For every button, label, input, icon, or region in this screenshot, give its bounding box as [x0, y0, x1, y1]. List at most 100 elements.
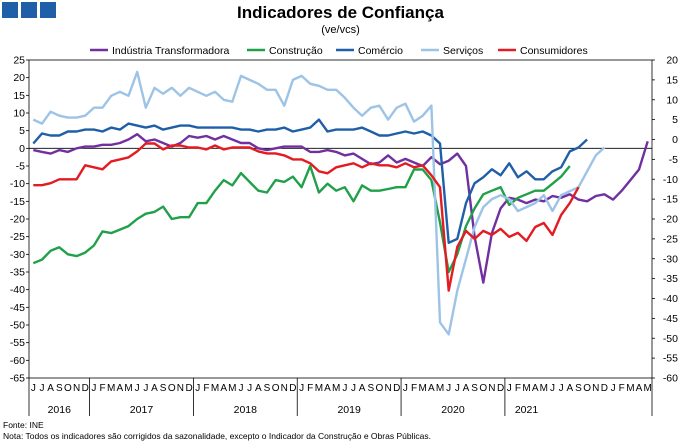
y-left-tick-label: -25 — [10, 231, 25, 243]
y-left-tick-label: -15 — [10, 196, 25, 208]
series-line — [32, 164, 571, 274]
x-year-label: 2019 — [337, 404, 361, 416]
x-month-label: J — [507, 383, 512, 394]
y-right-tick-label: -40 — [663, 293, 678, 305]
x-month-label: F — [99, 383, 105, 394]
y-left-tick-label: 15 — [13, 90, 25, 102]
x-month-label: J — [39, 383, 44, 394]
x-month-label: A — [463, 383, 470, 394]
chart-title: Indicadores de Confiança — [237, 3, 444, 22]
x-month-label: O — [168, 383, 176, 394]
x-month-label: J — [342, 383, 347, 394]
x-month-label: D — [185, 383, 192, 394]
x-month-label: A — [324, 383, 331, 394]
x-month-label: M — [107, 383, 115, 394]
y-left-tick-label: -30 — [10, 249, 25, 261]
x-month-label: J — [455, 383, 460, 394]
y-right-tick-label: 5 — [672, 114, 678, 126]
x-month-label: A — [151, 383, 158, 394]
y-right-tick-label: -25 — [663, 233, 678, 245]
y-left-tick-label: -10 — [10, 178, 25, 190]
y-left-tick-label: 10 — [13, 108, 25, 120]
x-month-label: J — [135, 383, 140, 394]
x-year-label: 2021 — [515, 404, 539, 416]
ine-logo — [2, 2, 56, 18]
chart-subtitle: (ve/vcs) — [321, 24, 360, 36]
x-month-label: F — [307, 383, 313, 394]
x-month-label: M — [211, 383, 219, 394]
y-right-tick-label: -20 — [663, 214, 678, 226]
x-month-label: M — [436, 383, 444, 394]
y-right-tick-label: -30 — [663, 253, 678, 265]
y-right-tick-label: -55 — [663, 353, 678, 365]
x-month-label: F — [203, 383, 209, 394]
x-month-label: N — [384, 383, 391, 394]
x-month-label: M — [228, 383, 236, 394]
x-month-label: J — [403, 383, 408, 394]
x-month-label: A — [359, 383, 366, 394]
series-line — [33, 132, 649, 284]
footnote: Nota: Todos os indicadores são corrigido… — [3, 431, 431, 441]
y-left-tick-label: 25 — [13, 55, 25, 67]
x-year-label: 2017 — [130, 404, 154, 416]
x-month-label: J — [143, 383, 148, 394]
series-line — [32, 70, 606, 336]
x-month-label: M — [315, 383, 323, 394]
source-note: Fonte: INE — [3, 420, 44, 430]
y-left-tick-label: -35 — [10, 267, 25, 279]
x-month-label: J — [91, 383, 96, 394]
legend-label: Comércio — [358, 45, 403, 57]
y-right-tick-label: -60 — [663, 373, 678, 385]
x-month-label: J — [195, 383, 200, 394]
x-month-label: M — [332, 383, 340, 394]
x-month-label: M — [644, 383, 652, 394]
x-month-label: A — [220, 383, 227, 394]
x-month-label: A — [47, 383, 54, 394]
x-month-label: D — [601, 383, 608, 394]
x-year-label: 2016 — [48, 404, 72, 416]
x-month-label: N — [177, 383, 184, 394]
y-left-tick-label: 0 — [19, 143, 25, 155]
x-month-label: J — [611, 383, 616, 394]
logo-square — [21, 2, 37, 18]
x-month-label: N — [592, 383, 599, 394]
y-right-tick-label: -15 — [663, 194, 678, 206]
y-right-tick-label: 20 — [666, 55, 678, 67]
series-line — [33, 142, 580, 292]
x-month-label: D — [82, 383, 89, 394]
y-left-tick-label: -50 — [10, 320, 25, 332]
x-month-label: O — [64, 383, 72, 394]
confidence-indicators-chart: 2520151050-5-10-15-20-25-30-35-40-45-50-… — [10, 45, 678, 416]
x-month-label: J — [31, 383, 36, 394]
legend-label: Consumidores — [520, 45, 588, 57]
x-month-label: S — [575, 383, 582, 394]
y-left-tick-label: 5 — [19, 125, 25, 137]
x-month-label: S — [160, 383, 167, 394]
x-month-label: A — [566, 383, 573, 394]
x-month-label: O — [479, 383, 487, 394]
x-month-label: S — [56, 383, 63, 394]
logo-square — [2, 2, 18, 18]
x-year-label: 2018 — [234, 404, 258, 416]
legend-label: Serviços — [443, 45, 483, 57]
x-month-label: M — [419, 383, 427, 394]
x-month-label: S — [264, 383, 271, 394]
y-right-tick-label: -50 — [663, 333, 678, 345]
x-month-label: J — [550, 383, 555, 394]
x-month-label: F — [411, 383, 417, 394]
x-month-label: A — [428, 383, 435, 394]
x-month-label: F — [515, 383, 521, 394]
x-month-label: M — [124, 383, 132, 394]
x-month-label: A — [255, 383, 262, 394]
x-month-label: J — [238, 383, 243, 394]
x-month-label: O — [583, 383, 591, 394]
x-month-label: J — [351, 383, 356, 394]
x-month-label: D — [497, 383, 504, 394]
y-left-tick-label: -40 — [10, 284, 25, 296]
x-month-label: N — [73, 383, 80, 394]
legend-label: Indústria Transformadora — [112, 45, 229, 57]
logo-square — [40, 2, 56, 18]
x-month-label: D — [393, 383, 400, 394]
x-month-label: A — [532, 383, 539, 394]
legend-label: Construção — [269, 45, 323, 57]
